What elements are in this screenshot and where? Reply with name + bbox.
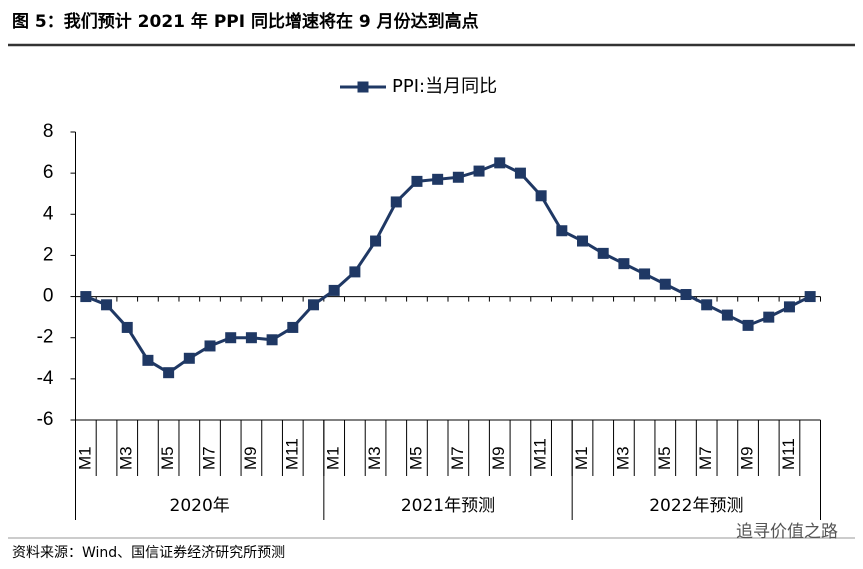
x-tick-label: M9	[241, 446, 260, 470]
marker	[225, 332, 237, 344]
source: 资料来源：Wind、国信证券经济研究所预测	[12, 545, 285, 561]
marker	[639, 268, 651, 280]
x-tick-label: M7	[448, 446, 467, 470]
x-tick-label: M9	[738, 446, 757, 470]
y-tick-label: 2	[43, 244, 54, 265]
marker	[783, 301, 795, 313]
y-tick-label: 0	[43, 286, 54, 307]
marker	[287, 321, 299, 333]
y-tick-label: -6	[37, 409, 54, 430]
marker	[742, 319, 754, 331]
marker	[183, 352, 195, 364]
series-line	[85, 161, 811, 375]
marker	[597, 247, 609, 259]
marker	[204, 340, 216, 352]
marker	[163, 367, 175, 379]
marker	[680, 289, 692, 301]
marker	[494, 157, 506, 169]
x-tick-label: M3	[365, 446, 384, 470]
marker	[763, 311, 775, 323]
group-label: 2022年预测	[649, 496, 743, 516]
marker	[121, 321, 133, 333]
marker	[432, 173, 444, 185]
y-tick-label: 6	[43, 162, 54, 183]
marker	[411, 175, 423, 187]
group-label: 2021年预测	[401, 496, 495, 516]
marker	[577, 235, 589, 247]
marker	[370, 235, 382, 247]
marker	[473, 165, 485, 177]
marker	[721, 309, 733, 321]
x-tick-label: M7	[199, 446, 218, 470]
x-tick-label: M3	[117, 446, 136, 470]
x-tick-label: M5	[406, 446, 425, 470]
marker	[514, 167, 526, 179]
marker	[142, 354, 154, 366]
marker	[101, 299, 113, 311]
marker	[659, 278, 671, 290]
x-tick-label: M1	[572, 446, 591, 470]
marker	[307, 299, 319, 311]
marker	[618, 258, 630, 270]
marker	[390, 196, 402, 208]
marker	[804, 291, 816, 303]
marker	[245, 332, 257, 344]
legend-marker	[357, 81, 369, 93]
x-tick-label: M5	[655, 446, 674, 470]
x-tick-label: M1	[324, 446, 343, 470]
legend-label: PPI:当月同比	[392, 76, 497, 97]
x-tick-label: M11	[531, 438, 550, 470]
marker	[266, 334, 278, 346]
marker	[701, 299, 713, 311]
x-tick-label: M7	[696, 446, 715, 470]
chart-title: 图 5：我们预计 2021 年 PPI 同比增速将在 9 月份达到高点	[12, 11, 479, 32]
marker	[556, 225, 568, 237]
x-tick-label: M11	[282, 438, 301, 470]
y-tick-label: -2	[37, 327, 54, 348]
marker	[328, 284, 340, 296]
marker	[80, 291, 92, 303]
marker	[452, 171, 464, 183]
y-tick-label: 4	[43, 203, 54, 224]
x-tick-label: M9	[489, 446, 508, 470]
y-tick-label: 8	[43, 121, 54, 142]
group-label: 2020年	[170, 496, 230, 516]
x-tick-label: M1	[75, 446, 94, 470]
x-tick-label: M11	[779, 438, 798, 470]
y-tick-label: -4	[37, 368, 54, 389]
marker	[349, 266, 361, 278]
watermark: 追寻价值之路	[736, 522, 838, 542]
marker	[535, 190, 547, 202]
x-tick-label: M3	[613, 446, 632, 470]
x-tick-label: M5	[158, 446, 177, 470]
